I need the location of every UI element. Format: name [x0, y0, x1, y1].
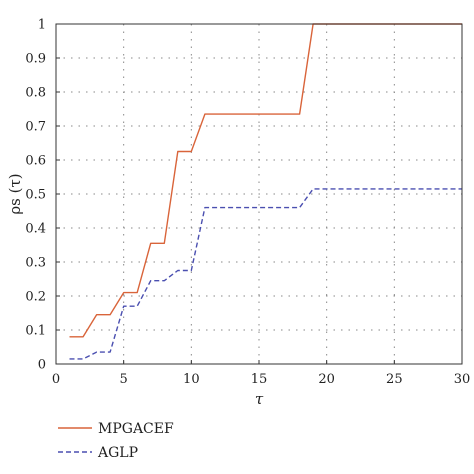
- y-tick-label: 1: [38, 18, 46, 33]
- y-tick-label: 0.3: [25, 256, 46, 271]
- y-tick-label: 0.2: [25, 290, 46, 305]
- y-axis-label: ρs (τ): [6, 173, 24, 214]
- y-tick-label: 0.8: [25, 86, 46, 101]
- axis-ticks: 0 5 10 15 20 25 30 0 0.1 0.2 0.3 0.4 0.5 0.6 0.7 0.8 0.9…: [25, 18, 470, 388]
- y-tick-label: 0.4: [25, 222, 46, 237]
- y-tick-label: 0.5: [25, 188, 46, 203]
- y-tick-label: 0: [38, 358, 46, 373]
- series-layer: [69, 23, 462, 360]
- x-tick-label: 5: [120, 372, 128, 387]
- legend-label-mpgacef: MPGACEF: [98, 421, 174, 437]
- legend-label-aglp: AGLP: [97, 445, 138, 461]
- x-tick-label: 10: [183, 372, 200, 387]
- grid-lines: [56, 24, 462, 364]
- y-tick-label: 0.1: [25, 324, 46, 339]
- x-tick-label: 0: [52, 372, 60, 387]
- x-axis-label: τ: [255, 390, 264, 408]
- y-tick-label: 0.9: [25, 52, 46, 67]
- series-line-mpgacef: [69, 23, 462, 338]
- x-tick-label: 15: [251, 372, 268, 387]
- x-tick-label: 25: [386, 372, 403, 387]
- y-tick-label: 0.6: [25, 154, 46, 169]
- x-tick-label: 20: [318, 372, 335, 387]
- legend: MPGACEF AGLP: [58, 421, 174, 461]
- y-tick-label: 0.7: [25, 120, 46, 135]
- series-line-aglp: [69, 188, 462, 360]
- x-tick-label: 30: [454, 372, 471, 387]
